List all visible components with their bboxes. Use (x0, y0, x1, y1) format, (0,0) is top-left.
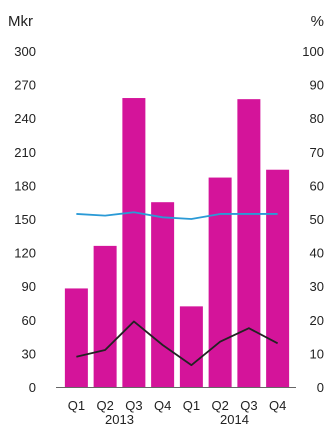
bar (237, 99, 261, 387)
right-tick-label: 70 (310, 145, 324, 160)
bar (179, 306, 203, 387)
right-tick-label: 40 (310, 246, 324, 261)
left-tick-label: 30 (22, 346, 36, 361)
bar (93, 245, 117, 387)
right-tick-label: 0 (317, 380, 324, 395)
x-tick-label: Q4 (269, 398, 286, 413)
right-tick-label: 60 (310, 178, 324, 193)
left-tick-label: 270 (14, 78, 36, 93)
bar (266, 169, 290, 387)
x-tick-label: Q2 (96, 398, 113, 413)
right-axis: 0 10 20 30 40 50 60 70 80 90 100 (302, 44, 324, 395)
right-tick-label: 10 (310, 346, 324, 361)
bar (151, 202, 175, 387)
left-tick-label: 150 (14, 212, 36, 227)
left-tick-label: 0 (29, 380, 36, 395)
x-tick-label: Q1 (183, 398, 200, 413)
bar (64, 288, 88, 387)
x-tick-label: Q2 (211, 398, 228, 413)
line-series (76, 211, 279, 367)
year-labels: 2013 2014 (105, 412, 249, 425)
x-tick-label: Q4 (154, 398, 171, 413)
black-line-series (76, 320, 279, 367)
left-tick-label: 180 (14, 178, 36, 193)
x-tick-label: Q1 (68, 398, 85, 413)
left-tick-label: 60 (22, 313, 36, 328)
year-label: 2014 (220, 412, 249, 425)
right-tick-label: 80 (310, 111, 324, 126)
bar (122, 98, 146, 387)
x-tick-label: Q3 (125, 398, 142, 413)
right-tick-label: 100 (302, 44, 324, 59)
right-axis-unit: % (311, 13, 324, 30)
right-tick-label: 90 (310, 78, 324, 93)
right-tick-label: 20 (310, 313, 324, 328)
x-tick-label: Q3 (240, 398, 257, 413)
year-label: 2013 (105, 412, 134, 425)
bar (208, 177, 232, 387)
left-axis-unit: Mkr (8, 13, 33, 30)
left-axis: 0 30 60 90 120 150 180 210 240 270 300 (14, 44, 36, 395)
x-axis: Q1 Q2 Q3 Q4 Q1 Q2 Q3 Q4 (68, 398, 287, 413)
left-tick-label: 120 (14, 246, 36, 261)
right-tick-label: 30 (310, 279, 324, 294)
left-tick-label: 240 (14, 111, 36, 126)
left-tick-label: 300 (14, 44, 36, 59)
bar-series (64, 98, 290, 387)
blue-line-series (76, 211, 278, 220)
right-tick-label: 50 (310, 212, 324, 227)
left-tick-label: 90 (22, 279, 36, 294)
left-tick-label: 210 (14, 145, 36, 160)
